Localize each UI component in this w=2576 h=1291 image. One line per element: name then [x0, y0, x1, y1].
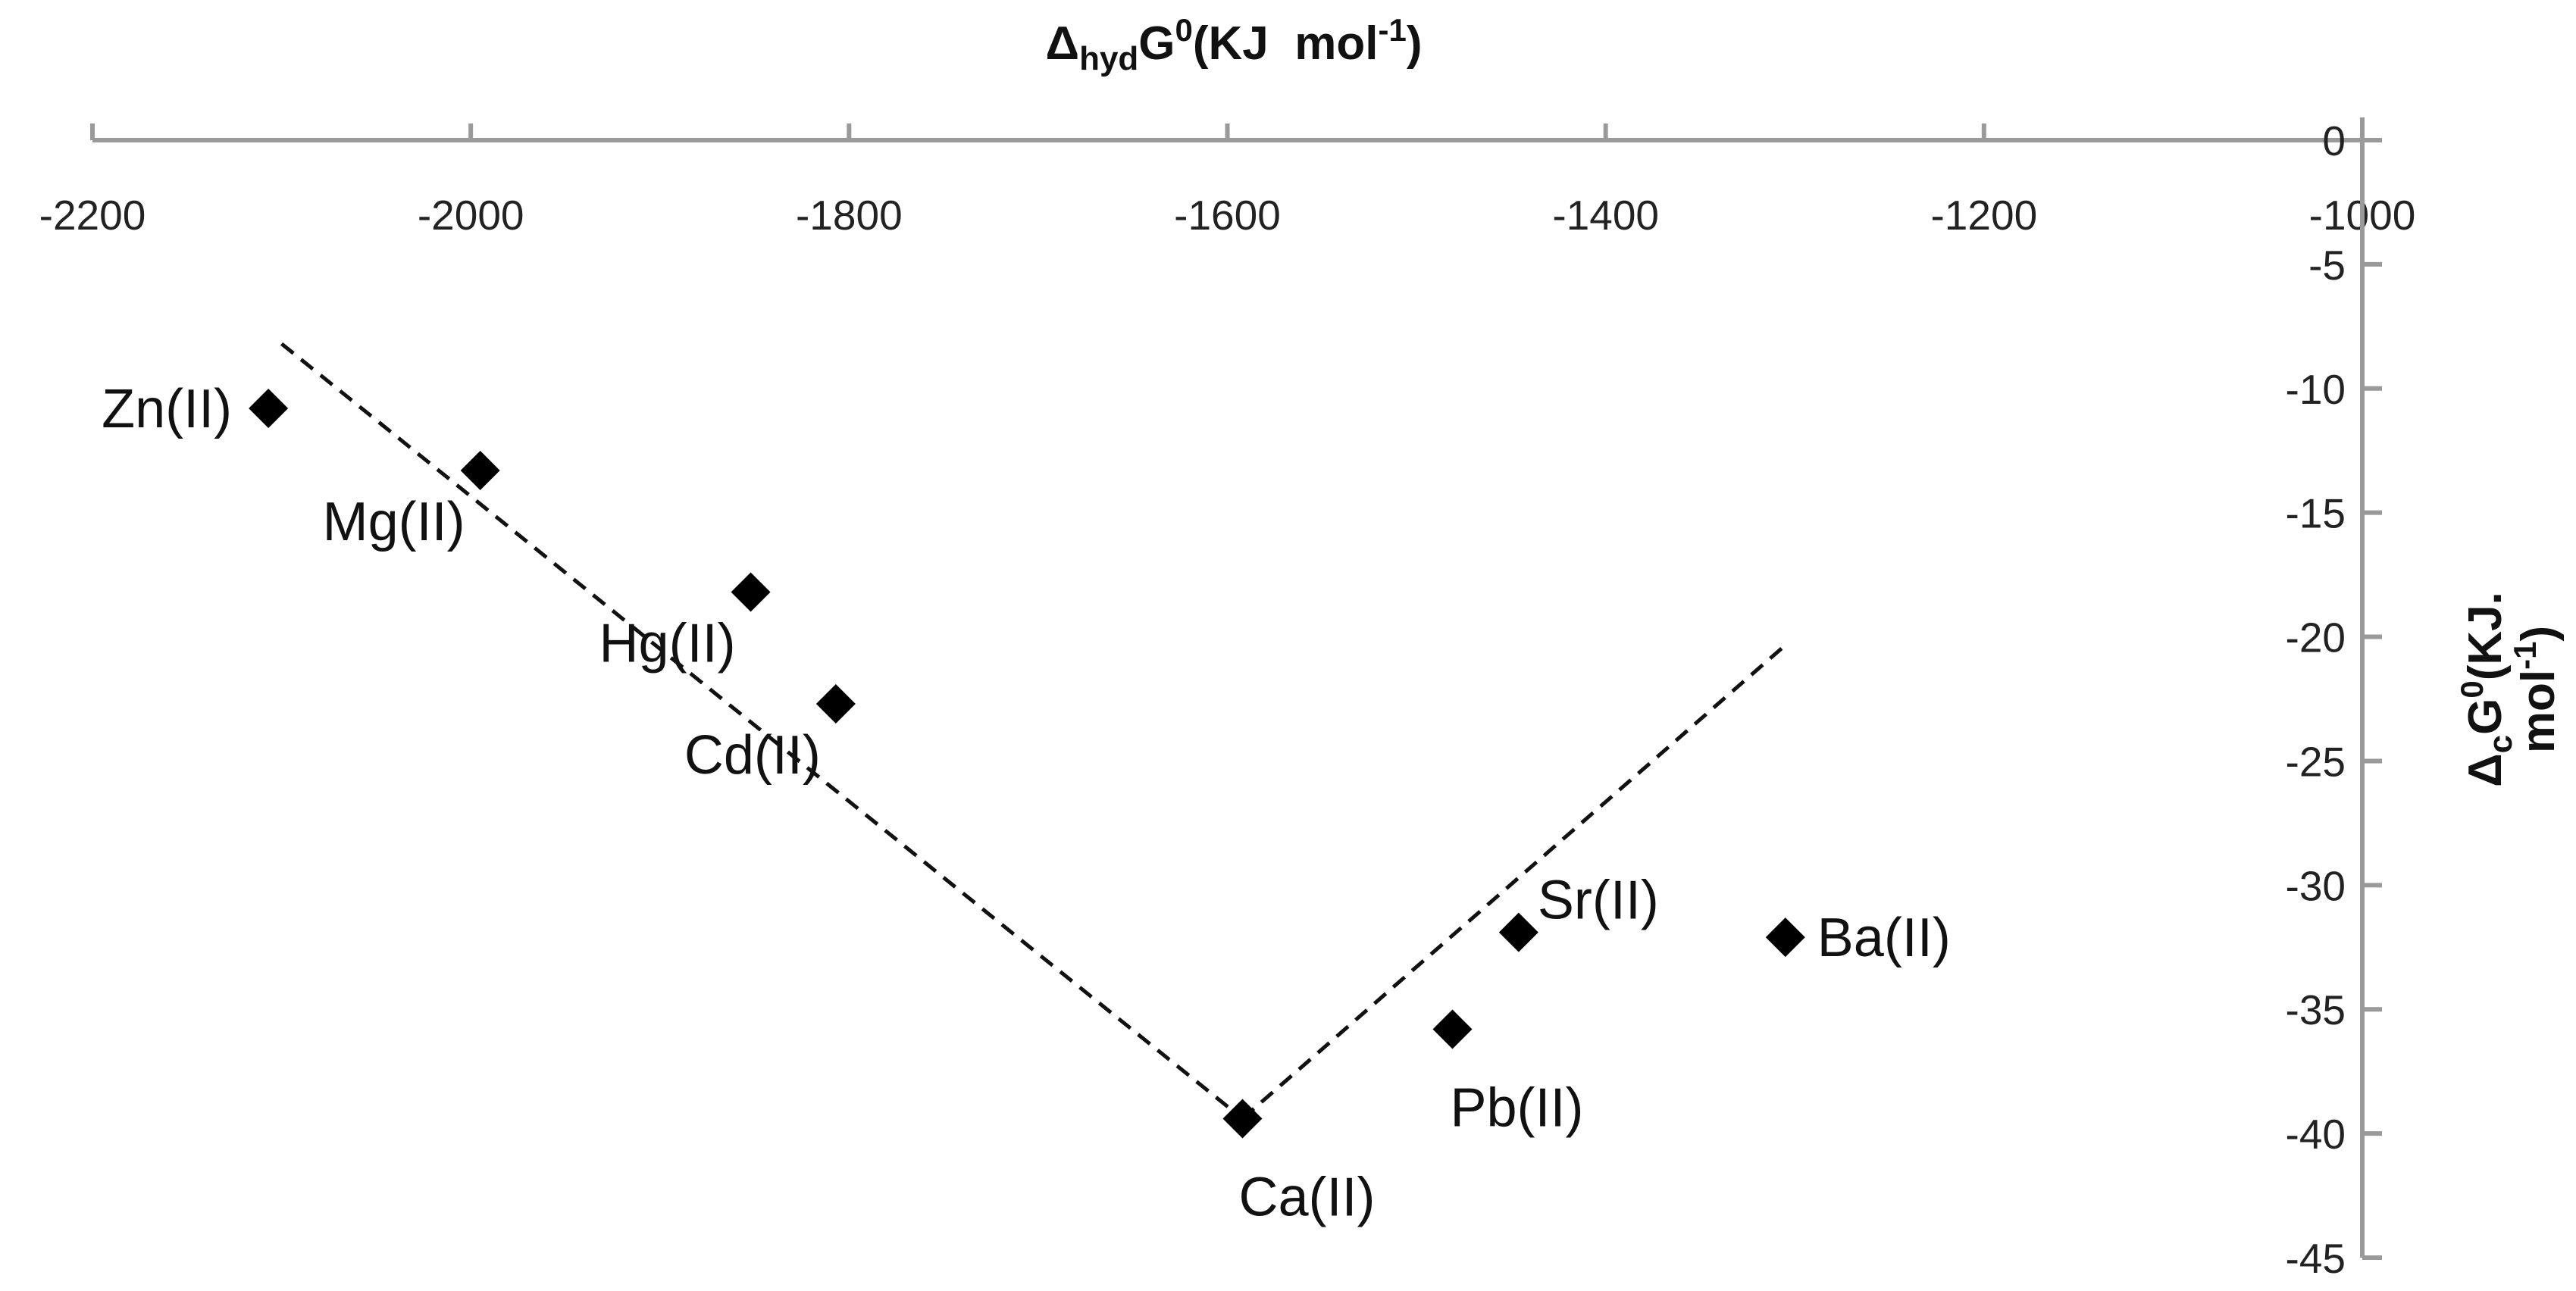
point-marker: [1498, 912, 1538, 952]
x-tick-label: -2000: [418, 192, 524, 239]
axes: -2200 -2000 -1800 -1600 -1400 -1200 -10000-5-1…: [39, 117, 2415, 1282]
y-tick-label: -20: [2286, 614, 2346, 661]
point-marker: [815, 684, 856, 724]
y-tick-label: 0: [2322, 117, 2346, 164]
y-title-sub: c: [2482, 735, 2519, 753]
point-label: Zn(II): [102, 379, 232, 439]
y-title-unit: (KJ.: [2459, 592, 2512, 680]
point-label: Pb(II): [1450, 1077, 1583, 1138]
x-title-end: ): [1407, 17, 1423, 70]
trendlines: [280, 342, 1785, 1121]
point-label: Cd(II): [684, 725, 821, 786]
y-tick-label: -35: [2286, 986, 2346, 1033]
y-title-delta: Δ: [2459, 753, 2512, 787]
point-marker: [249, 389, 289, 428]
y-title-mol-sup: -1: [2507, 642, 2543, 670]
trendline: [280, 342, 1244, 1121]
point-label: Hg(II): [599, 614, 736, 674]
x-axis-title: ΔhydG0(KJ mol-1): [1046, 12, 1423, 77]
y-axis-title: ΔcG0(KJ. mol-1): [2454, 592, 2565, 787]
point-label: Mg(II): [323, 492, 465, 552]
y-tick-label: -5: [2308, 242, 2346, 289]
point-label: Ca(II): [1238, 1167, 1375, 1227]
x-title-delta: Δ: [1046, 17, 1080, 70]
y-title-g: G: [2459, 699, 2512, 735]
point-marker: [1765, 917, 1805, 958]
y-tick-label: -40: [2286, 1111, 2346, 1158]
data-points: [249, 389, 1805, 1139]
x-tick-label: -1600: [1174, 192, 1281, 239]
x-tick-label: -1800: [796, 192, 903, 239]
x-tick-label: -1400: [1552, 192, 1659, 239]
x-title-unit: (KJ mol: [1193, 17, 1379, 70]
y-tick-label: -30: [2286, 862, 2346, 909]
x-title-sub: hyd: [1079, 40, 1138, 77]
point-marker: [1222, 1099, 1263, 1139]
point-marker: [1432, 1009, 1473, 1049]
trendline: [1241, 645, 1785, 1121]
y-tick-label: -25: [2286, 738, 2346, 785]
y-tick-label: -45: [2286, 1235, 2346, 1282]
x-title-unit-sup: -1: [1378, 12, 1406, 48]
point-label: Ba(II): [1817, 908, 1951, 968]
point-marker: [460, 450, 500, 490]
y-title-sup: 0: [2454, 680, 2490, 698]
svg-text:ΔcG0(KJ.: ΔcG0(KJ.: [2454, 592, 2519, 787]
x-tick-label: -1200: [1930, 192, 2037, 239]
y-title-end: ): [2512, 626, 2565, 642]
y-tick-label: -10: [2286, 366, 2346, 413]
svg-text:mol-1): mol-1): [2507, 626, 2565, 753]
y-tick-label: -15: [2286, 490, 2346, 537]
x-title-sup: 0: [1175, 12, 1193, 48]
point-label: Sr(II): [1538, 871, 1659, 931]
point-labels: Zn(II) Mg(II) Hg(II) Cd(II) Ca(II) Pb(II) Sr(I…: [102, 379, 1951, 1227]
x-tick-label: -2200: [39, 192, 146, 239]
x-title-g: G: [1138, 17, 1175, 70]
y-title-mol: mol: [2512, 670, 2565, 753]
point-marker: [731, 572, 771, 612]
